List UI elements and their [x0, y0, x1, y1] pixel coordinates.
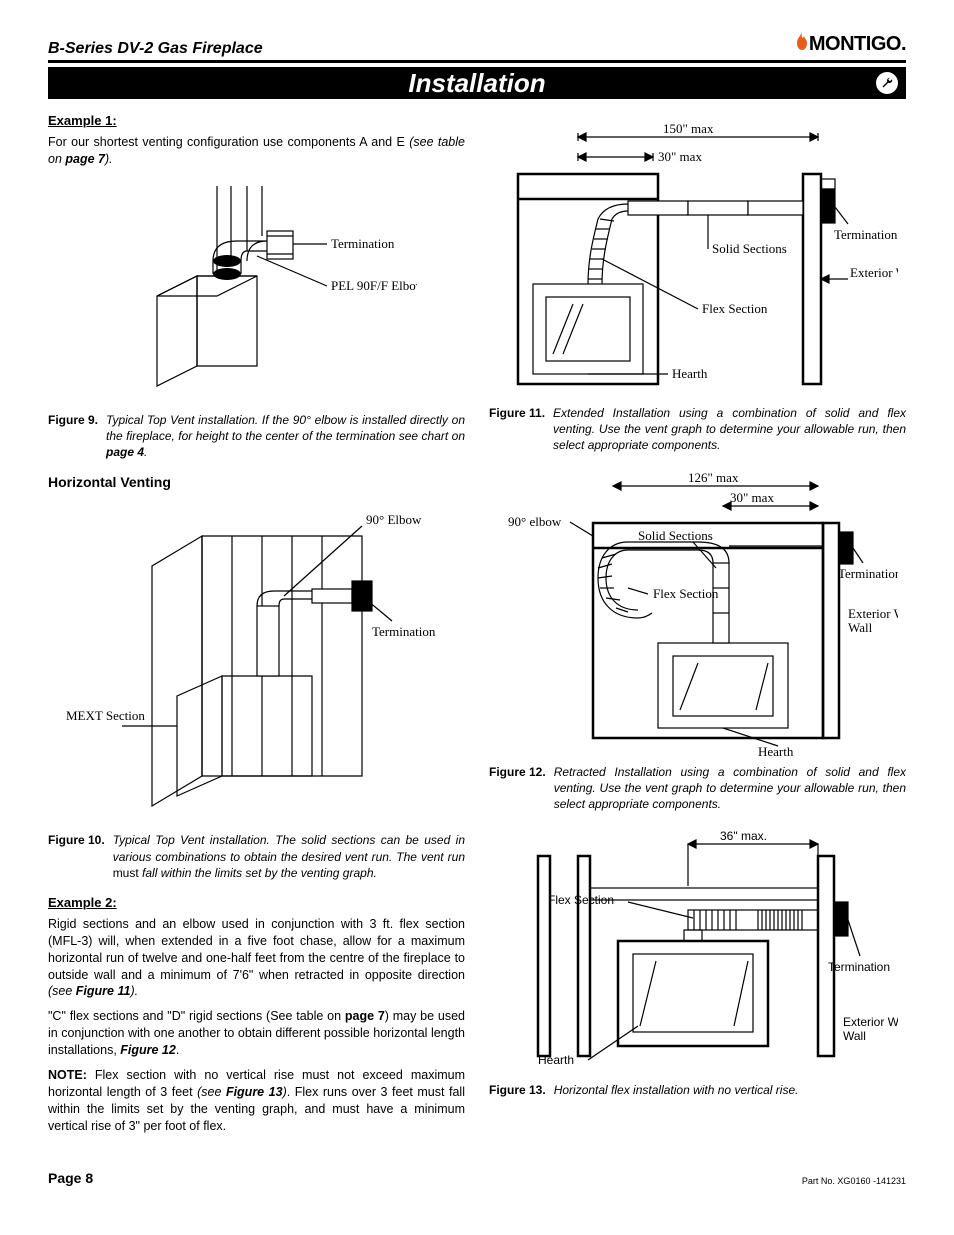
- svg-text:Wall: Wall: [848, 620, 873, 635]
- page-footer: Page 8 Part No. XG0160 -141231: [48, 1170, 906, 1186]
- fig11-150-label: 150" max: [663, 121, 714, 136]
- fig10-elbow-label: 90° Elbow: [366, 512, 422, 527]
- fig12-elbow: 90° elbow: [508, 514, 562, 529]
- text: For our shortest venting configuration u…: [48, 135, 409, 149]
- figure-13-image: 36" max.: [489, 826, 906, 1076]
- fig11-ext1: Exterior Wall: [850, 265, 898, 280]
- part-number: Part No. XG0160 -141231: [802, 1176, 906, 1186]
- fig12-ext: Exterior Wall: [848, 606, 898, 621]
- fig-label: Figure 10.: [48, 832, 105, 881]
- figure-10: 90° Elbow Termination MEXT Section Figur…: [48, 496, 465, 881]
- figure-10-image: 90° Elbow Termination MEXT Section: [48, 496, 465, 826]
- page-header: B-Series DV-2 Gas Fireplace MONTIGO.: [48, 30, 906, 63]
- wrench-icon: [876, 72, 898, 94]
- figure-13: 36" max.: [489, 826, 906, 1098]
- figure-12: 126" max 30" max 90° elbow: [489, 468, 906, 813]
- figure-10-caption: Figure 10. Typical Top Vent installation…: [48, 832, 465, 881]
- figure-9-caption: Figure 9. Typical Top Vent installation.…: [48, 412, 465, 461]
- figure-11-image: 150" max 30" max: [489, 119, 906, 399]
- fig13-flex: Flex Section: [548, 893, 614, 907]
- fig12-30: 30" max: [730, 490, 774, 505]
- section-title: Installation: [408, 68, 545, 99]
- svg-text:Wall: Wall: [843, 1029, 866, 1043]
- fig12-hearth: Hearth: [758, 744, 794, 758]
- figure-12-image: 126" max 30" max 90° elbow: [489, 468, 906, 758]
- fig12-flex: Flex Section: [653, 586, 719, 601]
- fig11-solid: Solid Sections: [712, 241, 787, 256]
- fig9-elbow-label: PEL 90F/F Elbow: [331, 278, 417, 293]
- fig10-mext-label: MEXT Section: [66, 708, 145, 723]
- right-column: 150" max 30" max: [489, 113, 906, 1142]
- fig13-36: 36" max.: [720, 829, 767, 843]
- fig11-term: Termination: [834, 227, 898, 242]
- example2-para-b: "C" flex sections and "D" rigid sections…: [48, 1008, 465, 1059]
- fig13-hearth: Hearth: [538, 1053, 574, 1067]
- figure-9-image: Termination PEL 90F/F Elbow: [48, 176, 465, 406]
- figure-12-caption: Figure 12. Retracted Installation using …: [489, 764, 906, 813]
- example2-heading: Example 2:: [48, 895, 465, 910]
- fig-text: Extended Installation using a combinatio…: [553, 405, 906, 454]
- brand-text: MONTIGO.: [809, 33, 906, 56]
- fig12-term: Termination: [838, 566, 898, 581]
- figure-9: Termination PEL 90F/F Elbow Figure 9. Ty…: [48, 176, 465, 461]
- fig12-126: 126" max: [688, 470, 739, 485]
- product-title: B-Series DV-2 Gas Fireplace: [48, 40, 263, 58]
- fig-text: Horizontal flex installation with no ver…: [554, 1082, 799, 1098]
- fig-text: Typical Top Vent installation. If the 90…: [106, 412, 465, 461]
- brand-logo: MONTIGO.: [793, 30, 906, 58]
- example1-heading: Example 1:: [48, 113, 465, 128]
- fig11-30-label: 30" max: [658, 149, 702, 164]
- figure-13-caption: Figure 13. Horizontal flex installation …: [489, 1082, 906, 1098]
- fig10-termination-label: Termination: [372, 624, 436, 639]
- example2-para-c: NOTE: Flex section with no vertical rise…: [48, 1067, 465, 1135]
- figure-11: 150" max 30" max: [489, 119, 906, 454]
- fig-label: Figure 9.: [48, 412, 98, 461]
- fig-label: Figure 12.: [489, 764, 546, 813]
- fig9-termination-label: Termination: [331, 236, 395, 251]
- fig11-flex: Flex Section: [702, 301, 768, 316]
- section-title-bar: Installation: [48, 67, 906, 99]
- fig13-term: Termination: [828, 960, 890, 974]
- fig12-solid: Solid Sections: [638, 528, 713, 543]
- page-number: Page 8: [48, 1170, 93, 1186]
- figure-11-caption: Figure 11. Extended Installation using a…: [489, 405, 906, 454]
- content-columns: Example 1: For our shortest venting conf…: [48, 113, 906, 1142]
- left-column: Example 1: For our shortest venting conf…: [48, 113, 465, 1142]
- example1-paragraph: For our shortest venting configuration u…: [48, 134, 465, 168]
- fig-label: Figure 11.: [489, 405, 545, 454]
- fig13-ext: Exterior Wall: [843, 1015, 898, 1029]
- fig11-hearth: Hearth: [672, 366, 708, 381]
- fig-text: Retracted Installation using a combinati…: [554, 764, 906, 813]
- fig-label: Figure 13.: [489, 1082, 546, 1098]
- fig-text: Typical Top Vent installation. The solid…: [113, 832, 465, 881]
- example2-para-a: Rigid sections and an elbow used in conj…: [48, 916, 465, 1000]
- horizontal-venting-heading: Horizontal Venting: [48, 474, 465, 490]
